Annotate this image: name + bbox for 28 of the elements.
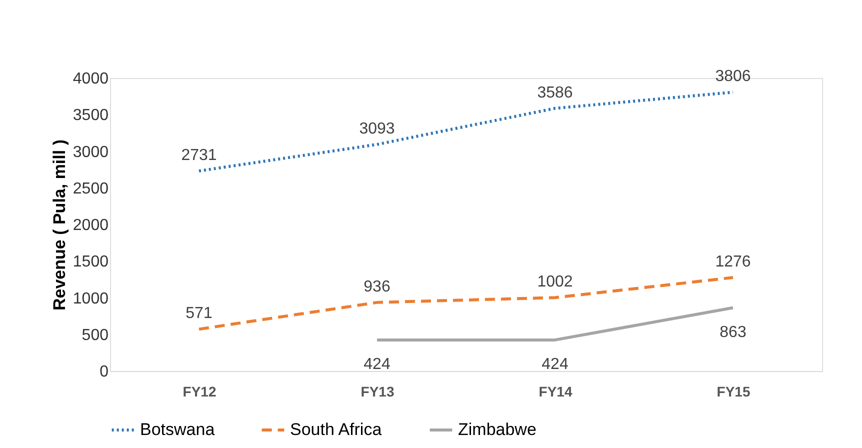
- data-label: 424: [542, 356, 568, 373]
- y-tick-label: 2500: [72, 180, 109, 198]
- x-tick-label: FY15: [716, 384, 750, 400]
- data-label: 1002: [537, 274, 573, 291]
- y-tick-label: 3500: [72, 107, 109, 124]
- y-tick-label: 1000: [72, 290, 109, 308]
- y-tick-label: 3000: [72, 144, 109, 161]
- x-tick-label: FY13: [360, 384, 394, 400]
- data-label: 3806: [715, 68, 751, 86]
- data-label: 936: [364, 278, 390, 296]
- legend-label: South Africa: [290, 420, 382, 439]
- x-tick-label: FY14: [538, 384, 572, 400]
- legend-label: Zimbabwe: [458, 420, 536, 439]
- y-tick-label: 0: [100, 364, 109, 380]
- data-label: 3093: [359, 120, 395, 138]
- data-label: 3586: [537, 84, 573, 102]
- data-label: 863: [720, 324, 746, 341]
- y-tick-label: 500: [82, 326, 109, 344]
- y-axis-title: Revenue ( Pula, mill ): [50, 140, 69, 310]
- y-tick-label: 4000: [72, 70, 109, 88]
- y-tick-label: 1500: [72, 254, 109, 271]
- legend-label: Botswana: [140, 420, 216, 439]
- data-label: 571: [186, 305, 212, 322]
- y-tick-label: 2000: [72, 217, 109, 234]
- data-label: 1276: [715, 254, 751, 271]
- x-tick-label: FY12: [182, 384, 216, 400]
- data-label: 424: [364, 356, 390, 373]
- data-label: 2731: [181, 146, 217, 164]
